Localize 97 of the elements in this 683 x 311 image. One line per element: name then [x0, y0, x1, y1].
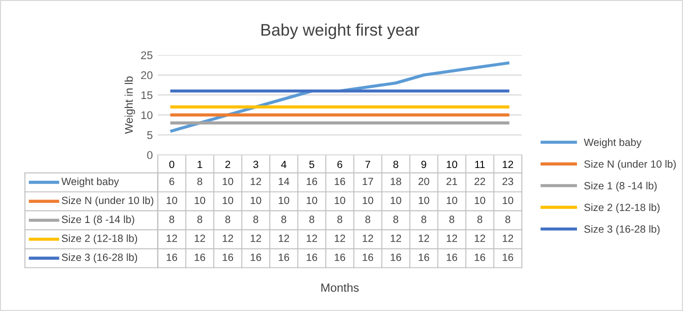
x-tick-label: 2	[225, 160, 230, 168]
x-tick-label: 12	[502, 160, 514, 168]
x-tick-label: 8	[393, 160, 398, 168]
data-label: 16	[390, 254, 402, 261]
data-label: 23	[502, 178, 514, 186]
data-label: 10	[334, 196, 346, 204]
data-label: 10	[278, 196, 290, 204]
data-label: 10	[166, 196, 178, 204]
data-label: 8	[225, 216, 230, 224]
data-label: 14	[278, 178, 290, 186]
legend-label: Size 1 (8 -14 lb)	[584, 182, 657, 192]
data-label: 16	[334, 178, 346, 186]
data-label: 12	[306, 234, 318, 242]
text: Size N (under 10 lb)	[584, 160, 676, 170]
y-tick-label: 5	[147, 131, 152, 140]
data-label: 18	[390, 178, 402, 186]
data-label: 16	[362, 254, 374, 261]
text: Size 1 (8 -14 lb)	[62, 215, 134, 226]
data-label: 16	[222, 254, 234, 261]
data-label: 12	[474, 234, 486, 242]
data-label: 8	[505, 216, 510, 224]
data-label: 12	[446, 234, 458, 242]
data-label: 8	[169, 216, 174, 224]
data-label: 12	[194, 234, 206, 242]
data-label: 12	[362, 234, 374, 242]
data-label: 12	[250, 178, 262, 186]
data-label: 10	[222, 178, 234, 186]
data-label: 8	[477, 216, 482, 224]
data-label: 12	[418, 234, 430, 242]
data-label: 10	[502, 196, 514, 204]
data-label: 16	[166, 254, 178, 261]
data-label: 12	[390, 234, 402, 242]
data-label: 8	[197, 216, 202, 224]
x-tick-label: 10	[446, 160, 458, 168]
x-tick-label: 9	[421, 160, 426, 168]
data-label: 10	[474, 196, 486, 204]
data-label: 12	[278, 234, 290, 242]
data-label: 12	[166, 234, 178, 242]
data-label: 12	[250, 234, 262, 242]
y-axis-title: Weight in lb	[124, 76, 135, 134]
legend-label: Size 2 (12-18 lb)	[584, 203, 660, 214]
data-label: 16	[502, 254, 514, 261]
data-label: 10	[250, 196, 262, 204]
x-tick-label: 0	[169, 160, 174, 168]
x-tick-label: 11	[475, 160, 485, 168]
data-label: 12	[334, 234, 346, 242]
text: Months	[321, 283, 359, 292]
data-label: 8	[365, 216, 370, 224]
data-label: 22	[474, 178, 486, 186]
data-label: 8	[449, 216, 454, 224]
data-label: 8	[197, 178, 202, 186]
x-tick-label: 4	[281, 160, 286, 168]
data-label: 8	[421, 216, 426, 224]
x-tick-label: 3	[253, 160, 258, 168]
data-label: 10	[194, 196, 206, 204]
x-tick-label: 6	[337, 160, 342, 168]
chart-title: Baby weight first year	[262, 24, 420, 40]
data-label: 8	[253, 216, 258, 224]
data-label: 10	[446, 196, 458, 204]
data-label: 16	[474, 254, 486, 261]
text: Size 2 (12-18 lb)	[62, 234, 138, 244]
data-label: 16	[194, 254, 206, 261]
legend-label: Weight baby	[61, 177, 120, 188]
y-tick-label: 20	[141, 71, 152, 80]
data-label: 10	[222, 196, 234, 204]
data-label: 16	[334, 254, 346, 261]
data-label: 8	[309, 216, 314, 224]
data-label: 12	[222, 234, 234, 242]
data-label: 16	[418, 254, 430, 261]
data-label: 16	[278, 254, 290, 261]
legend-label: Size 3 (16-28 lb)	[584, 225, 660, 235]
data-label: 21	[446, 178, 458, 186]
data-label: 10	[362, 196, 374, 204]
text: Weight baby	[584, 138, 642, 148]
data-label: 10	[306, 196, 318, 204]
y-tick-label: 25	[141, 51, 152, 60]
y-tick-label: 0	[147, 151, 152, 160]
data-label: 17	[362, 178, 374, 186]
data-label: 6	[169, 178, 174, 186]
data-label: 16	[306, 254, 318, 261]
data-label: 8	[337, 216, 342, 224]
data-label: 10	[418, 196, 430, 204]
data-label: 8	[281, 216, 286, 224]
data-label: 16	[446, 254, 458, 261]
data-label: 8	[393, 216, 398, 224]
data-label: 12	[502, 234, 514, 242]
data-label: 16	[250, 254, 262, 261]
y-tick-label: 10	[141, 111, 152, 120]
x-tick-label: 7	[365, 160, 370, 168]
data-label: 16	[306, 178, 318, 186]
legend-label: Size N (under 10 lb)	[62, 196, 154, 206]
data-label: 20	[418, 178, 430, 186]
text: Size 3 (16-28 lb)	[62, 253, 138, 264]
data-label: 10	[390, 196, 402, 204]
x-tick-label: 5	[309, 160, 314, 168]
x-tick-label: 1	[198, 160, 202, 168]
y-tick-label: 15	[141, 91, 152, 100]
